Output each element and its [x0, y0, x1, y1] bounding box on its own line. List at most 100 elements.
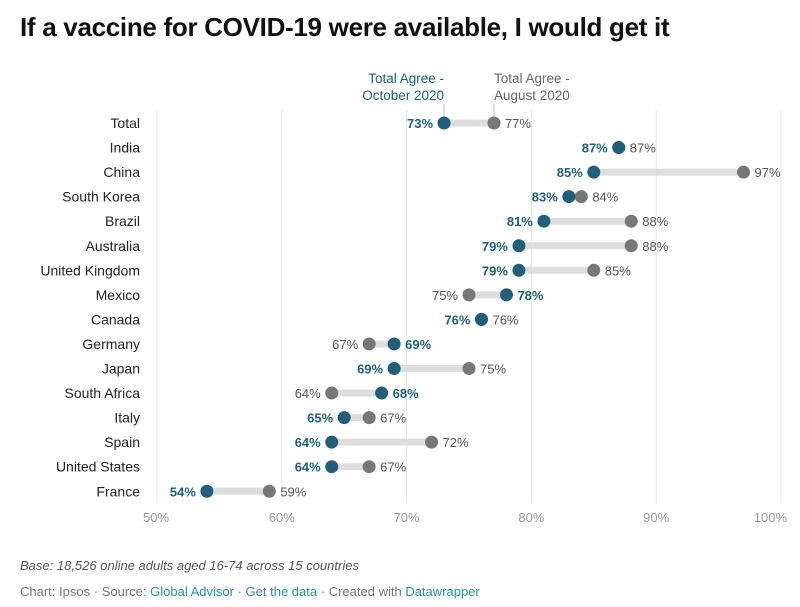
category-label: United States — [56, 459, 140, 475]
dot-october-2020 — [337, 411, 351, 425]
dot-august-2020 — [462, 362, 476, 375]
dot-august-2020 — [362, 337, 376, 351]
value-label-august: 88% — [642, 214, 668, 229]
dot-october-2020 — [512, 239, 526, 253]
category-label: United Kingdom — [40, 262, 140, 278]
dot-august-2020 — [624, 239, 638, 253]
value-label-october: 64% — [295, 435, 321, 450]
x-tick-label: 80% — [518, 510, 544, 525]
dot-october-2020 — [325, 435, 339, 449]
value-label-august: 72% — [443, 435, 469, 450]
value-label-august: 77% — [505, 116, 531, 131]
value-label-august: 64% — [295, 386, 321, 401]
datawrapper-link[interactable]: Datawrapper — [405, 584, 480, 599]
dot-august-2020 — [425, 435, 439, 449]
category-label: Total — [110, 115, 140, 131]
dot-october-2020 — [200, 484, 214, 498]
source-label: Source: — [101, 584, 147, 599]
category-label: France — [96, 483, 140, 499]
dot-august-2020 — [262, 484, 276, 498]
legend-august-line1: Total Agree - — [494, 71, 570, 86]
value-label-october: 69% — [405, 337, 431, 352]
dot-august-2020 — [362, 411, 376, 425]
value-label-october: 79% — [482, 239, 508, 254]
dot-october-2020 — [387, 337, 401, 351]
value-label-october: 79% — [482, 263, 508, 278]
legend-august-line2: August 2020 — [494, 88, 570, 103]
x-tick-label: 100% — [754, 510, 788, 525]
value-label-october: 73% — [407, 116, 433, 131]
value-label-october: 78% — [517, 288, 543, 303]
dot-august-2020 — [737, 165, 751, 179]
source-link[interactable]: Global Advisor — [150, 584, 234, 599]
value-label-august: 67% — [380, 460, 406, 475]
value-label-august: 59% — [280, 484, 306, 499]
category-label: South Korea — [62, 189, 140, 205]
value-label-august: 67% — [380, 411, 406, 426]
value-label-october: 68% — [393, 386, 419, 401]
category-label: Spain — [104, 434, 140, 450]
category-label: Japan — [102, 361, 140, 377]
dot-october-2020 — [375, 386, 389, 400]
value-label-august: 85% — [605, 263, 631, 278]
dot-october-2020 — [537, 214, 551, 228]
dot-october-2020 — [512, 263, 526, 277]
category-label: Mexico — [96, 287, 141, 303]
value-label-october: 81% — [507, 214, 533, 229]
value-label-october: 76% — [444, 312, 470, 327]
dot-october-2020 — [612, 141, 626, 155]
legend-october-line2: October 2020 — [362, 88, 444, 103]
value-label-october: 87% — [582, 141, 608, 156]
category-label: Brazil — [105, 213, 140, 229]
category-label: China — [103, 164, 140, 180]
base-note: Base: 18,526 online adults aged 16-74 ac… — [20, 558, 359, 573]
separator: · — [93, 584, 99, 599]
dot-october-2020 — [474, 312, 488, 326]
x-tick-label: 70% — [394, 510, 420, 525]
value-label-august: 87% — [630, 141, 656, 156]
category-label: Canada — [91, 311, 140, 327]
category-label: Germany — [82, 336, 140, 352]
category-label: South Africa — [65, 385, 141, 401]
value-label-october: 83% — [532, 190, 558, 205]
dot-august-2020 — [462, 288, 476, 302]
value-label-august: 88% — [642, 239, 668, 254]
category-label: Italy — [114, 410, 140, 426]
value-label-august: 67% — [332, 337, 358, 352]
value-label-august: 75% — [432, 288, 458, 303]
value-label-august: 76% — [492, 312, 518, 327]
separator: · — [320, 584, 326, 599]
created-with-label: Created with — [328, 584, 402, 599]
x-tick-label: 60% — [269, 510, 295, 525]
dot-october-2020 — [437, 116, 451, 130]
dot-august-2020 — [624, 214, 638, 228]
dot-october-2020 — [325, 460, 339, 474]
value-label-october: 65% — [307, 411, 333, 426]
legend-october-line1: Total Agree - — [368, 71, 444, 86]
dot-august-2020 — [325, 386, 339, 400]
value-label-october: 85% — [557, 165, 583, 180]
value-label-august: 75% — [480, 362, 506, 377]
value-label-october: 69% — [357, 362, 383, 377]
dot-august-2020 — [587, 263, 601, 277]
value-label-october: 64% — [295, 460, 321, 475]
value-label-august: 97% — [755, 165, 781, 180]
separator: · — [237, 584, 242, 599]
category-label: Australia — [86, 238, 141, 254]
x-tick-label: 90% — [643, 510, 669, 525]
dot-october-2020 — [562, 190, 576, 204]
dot-august-2020 — [362, 460, 376, 474]
category-label: India — [110, 140, 141, 156]
dot-august-2020 — [487, 116, 501, 130]
dot-october-2020 — [499, 288, 513, 302]
x-tick-label: 50% — [143, 510, 169, 525]
dot-october-2020 — [387, 362, 401, 375]
value-label-october: 54% — [170, 484, 196, 499]
dot-august-2020 — [574, 190, 588, 204]
chart-title: If a vaccine for COVID-19 were available… — [20, 12, 670, 42]
value-label-august: 84% — [592, 190, 618, 205]
get-data-link[interactable]: Get the data — [245, 584, 318, 599]
source-note: Chart: Ipsos · Source: Global Advisor · … — [20, 584, 480, 599]
dot-october-2020 — [587, 165, 601, 179]
